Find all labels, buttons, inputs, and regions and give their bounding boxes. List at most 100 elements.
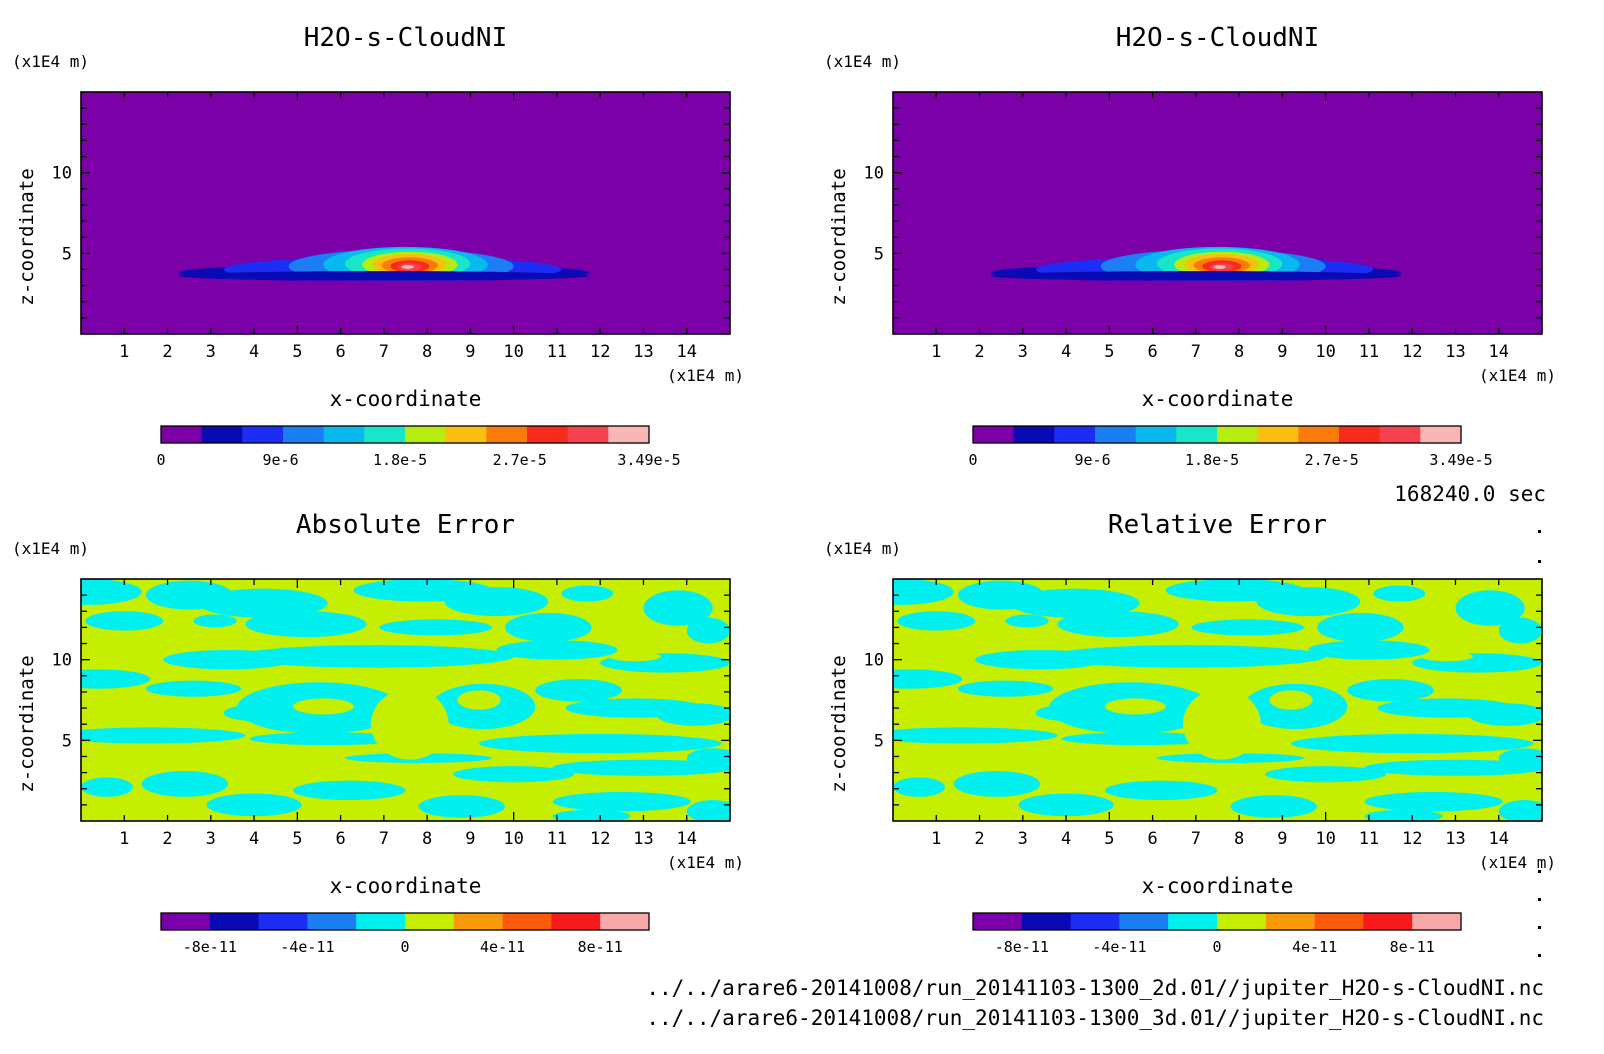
colorbar-label: 0 [1212,938,1221,956]
colorbar-swatch [323,426,365,443]
x-axis-label: x-coordinate [1142,874,1294,898]
colorbar-swatch [567,426,609,443]
error-region [1105,698,1166,715]
error-region [1468,703,1542,726]
error-region [1364,759,1542,776]
marker-dot [1538,898,1541,901]
error-region [1018,793,1114,817]
x-axis-label: x-coordinate [330,387,482,411]
heatmap-field [81,579,730,821]
colorbar-swatch [1095,426,1137,443]
error-region [957,680,1054,697]
x-tick-label: 2 [162,829,172,849]
x-tick-label: 3 [206,829,216,849]
error-region [418,795,506,818]
plot-frame [892,91,1543,335]
x-tick-label: 8 [422,829,432,849]
x-tick-label: 12 [1402,342,1422,362]
y-tick-label: 10 [52,164,72,184]
colorbar-label: 0 [156,451,165,469]
marker-dot [1538,926,1541,929]
contour-level [178,271,590,281]
x-tick-label: 9 [1277,829,1287,849]
error-region [1061,732,1218,746]
error-region [1035,704,1097,721]
colorbar-swatch [486,426,528,443]
chart-title: Relative Error [1108,510,1327,540]
footer-file-2d: ../../arare6-20141008/run_20141103-1300_… [646,976,1544,1000]
marker-dot [1538,870,1541,873]
error-region [496,640,618,660]
error-region [893,669,963,689]
chart-title: H2O-s-CloudNI [304,23,508,53]
x-tick-label: 10 [1315,342,1335,362]
error-region [1256,587,1361,617]
x-tick-label: 1 [931,342,941,362]
error-region [479,733,722,754]
colorbar-swatch [258,913,308,930]
y-axis-label: z-coordinate [16,168,38,305]
error-region [1364,791,1504,812]
error-region [206,793,302,817]
colorbar-frame [160,912,650,931]
x-tick-label: 6 [335,342,345,362]
x-tick-label: 13 [633,342,653,362]
error-region [193,614,237,628]
error-region [656,703,730,726]
colorbar-label: 0 [968,451,977,469]
error-region [1265,766,1387,783]
error-region [953,770,1041,797]
x-tick-label: 4 [1061,342,1071,362]
error-region [1373,585,1426,602]
colorbar-label: 3.49e-5 [617,451,680,469]
error-region [893,579,954,605]
y-tick-label: 5 [874,731,884,751]
x-axis-label: x-coordinate [330,874,482,898]
marker-dot [1538,954,1541,957]
x-tick-label: 2 [974,829,984,849]
heatmap-field [893,92,1542,334]
chart-title: H2O-s-CloudNI [1116,23,1320,53]
colorbar-swatch [445,426,487,443]
error-region [1308,640,1430,660]
error-region [1105,780,1218,801]
error-region [1498,748,1542,768]
x-axis-label: x-coordinate [1142,387,1294,411]
heatmap-field [893,579,1542,821]
x-tick-label: 6 [1147,342,1157,362]
colorbar-label: 1.8e-5 [373,451,427,469]
x-tick-label: 3 [206,342,216,362]
colorbar-swatch [364,426,406,443]
colorbar-label: -8e-11 [183,938,237,956]
error-region [643,590,713,626]
error-region [608,651,661,662]
error-region [379,619,493,636]
error-region [552,791,692,812]
x-tick-label: 8 [422,342,432,362]
error-region [561,585,614,602]
colorbar-swatch [201,426,243,443]
error-region [1455,590,1525,626]
colorbar-swatch [1119,913,1169,930]
chart-title: Absolute Error [296,510,515,540]
marker-dot [1538,530,1541,533]
colorbar-label: 0 [400,938,409,956]
x-tick-label: 14 [676,829,696,849]
colorbar-swatch [527,426,569,443]
error-region [1182,688,1261,760]
colorbar-swatch [973,913,1023,930]
colorbar-swatch [242,426,284,443]
x-unit-label: (x1E4 m) [1479,366,1556,385]
x-tick-label: 2 [974,342,984,362]
colorbar-label: 2.7e-5 [493,451,547,469]
x-tick-label: 4 [249,829,259,849]
x-tick-label: 7 [379,342,389,362]
error-region [370,688,449,760]
x-tick-label: 6 [1147,829,1157,849]
error-region [293,698,354,715]
colorbar-swatch [1176,426,1218,443]
field-background [893,280,1542,334]
x-tick-label: 10 [503,342,523,362]
